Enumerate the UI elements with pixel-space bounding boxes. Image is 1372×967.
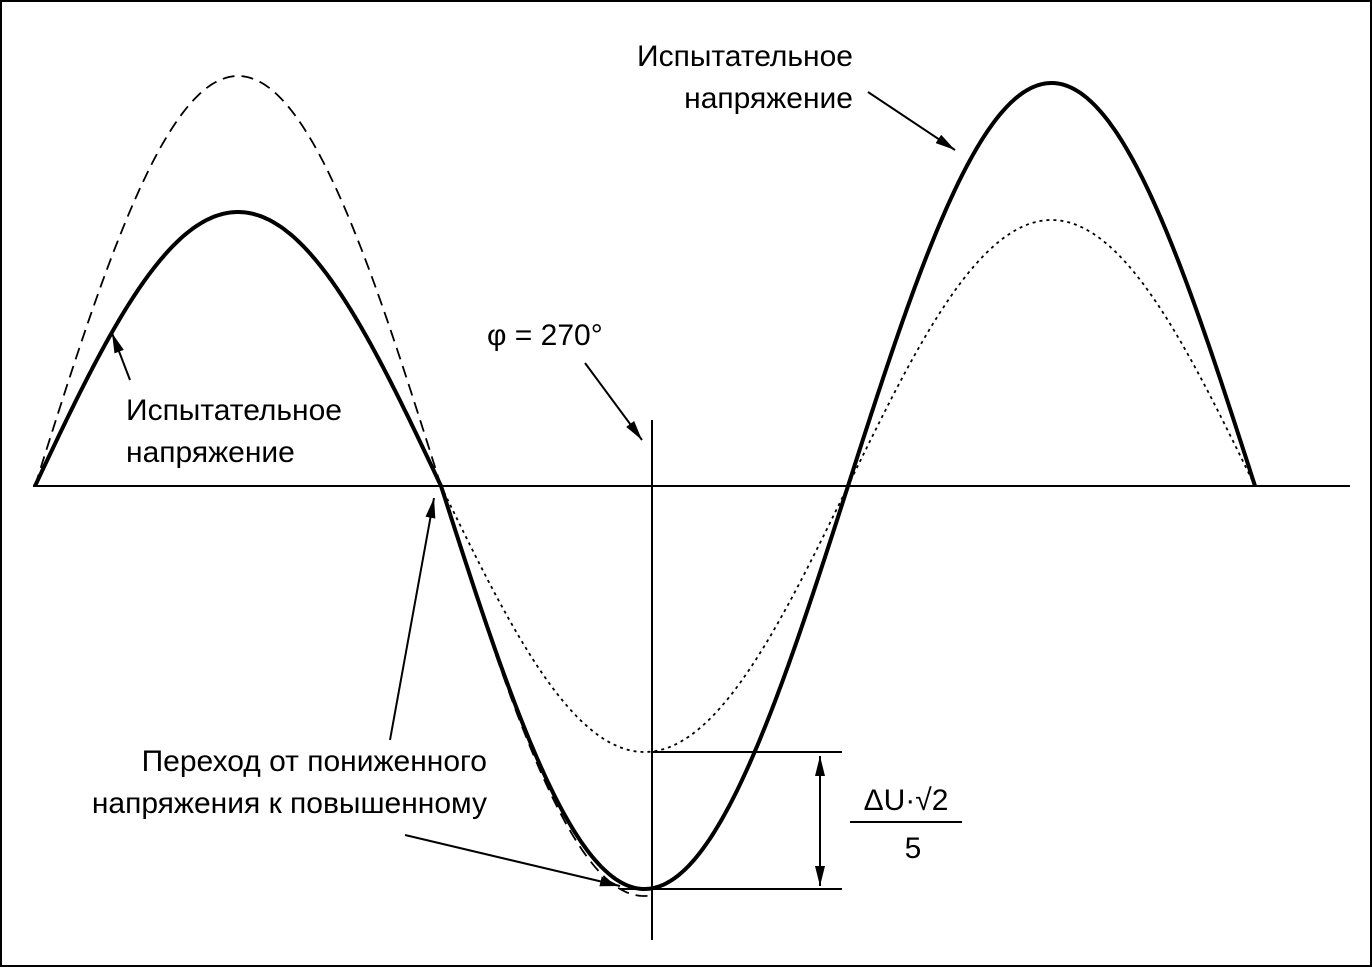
phase-label: φ = 270°: [487, 319, 603, 352]
label: напряжение: [684, 82, 853, 115]
formula-denominator: 5: [905, 832, 922, 865]
label: Испытательное: [126, 394, 342, 427]
label: напряжение: [126, 436, 295, 469]
lowered-voltage-curve: [440, 219, 1256, 753]
raised-voltage-curve: [34, 75, 652, 897]
arrow: [389, 497, 436, 741]
arrow: [111, 332, 131, 381]
arrow: [584, 362, 643, 441]
arrow: [404, 834, 621, 887]
formula-numerator: ΔU·√2: [864, 784, 949, 817]
label: Переход от пониженного: [142, 745, 487, 778]
label: напряжения к повышенному: [92, 787, 487, 820]
arrow: [867, 91, 956, 151]
label: Испытательное: [637, 40, 853, 73]
